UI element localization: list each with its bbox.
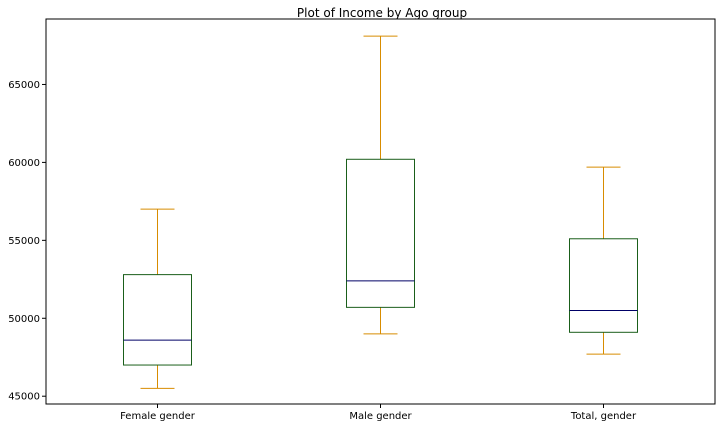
y-tick-label: 55000 [8,236,40,247]
iqr-box [346,158,415,308]
iqr-box [569,238,638,333]
y-tick-label: 45000 [8,392,40,403]
box-2 [346,35,415,335]
y-axis: 45000 50000 55000 60000 65000 [8,80,46,403]
box-3 [569,166,638,355]
x-tick-label: Female gender [120,411,196,422]
x-tick-label: Male gender [349,411,412,422]
x-axis: Female gender Male gender Total, gender [120,404,637,422]
y-tick-label: 50000 [8,314,40,325]
box-1 [123,208,192,389]
y-tick-label: 60000 [8,158,40,169]
iqr-box [123,274,192,366]
boxes-group [123,35,638,389]
x-tick-label: Total, gender [570,411,637,422]
y-tick-label: 65000 [8,80,40,91]
chart-title: Plot of Income by Ago group [297,6,467,20]
